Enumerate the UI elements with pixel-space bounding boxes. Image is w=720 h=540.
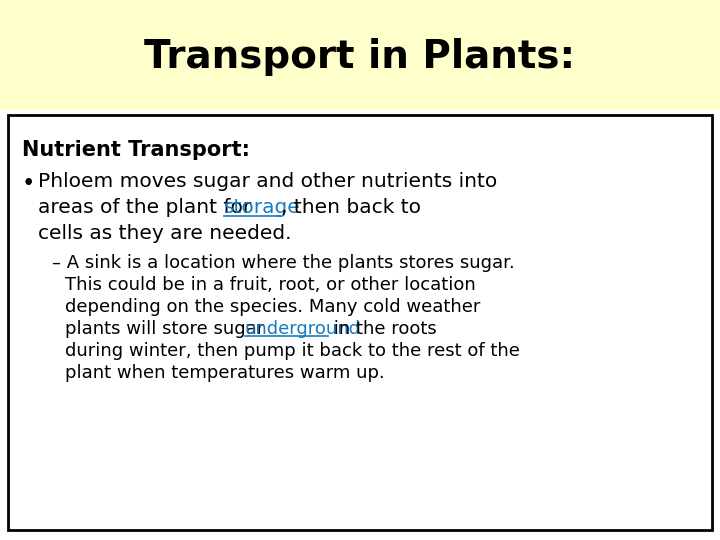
Text: depending on the species. Many cold weather: depending on the species. Many cold weat… (65, 298, 480, 316)
Text: plants will store sugar: plants will store sugar (65, 320, 270, 338)
Text: , then back to: , then back to (281, 198, 421, 217)
Text: Transport in Plants:: Transport in Plants: (145, 38, 575, 76)
Text: plant when temperatures warm up.: plant when temperatures warm up. (65, 364, 384, 382)
Text: storage: storage (225, 198, 301, 217)
Text: •: • (22, 172, 35, 195)
Text: cells as they are needed.: cells as they are needed. (38, 224, 292, 243)
Text: Nutrient Transport:: Nutrient Transport: (22, 140, 250, 160)
FancyBboxPatch shape (8, 115, 712, 530)
FancyBboxPatch shape (0, 0, 720, 110)
Text: underground: underground (245, 320, 361, 338)
Text: – A sink is a location where the plants stores sugar.: – A sink is a location where the plants … (52, 254, 515, 272)
Text: areas of the plant for: areas of the plant for (38, 198, 258, 217)
Text: Phloem moves sugar and other nutrients into: Phloem moves sugar and other nutrients i… (38, 172, 498, 191)
Text: This could be in a fruit, root, or other location: This could be in a fruit, root, or other… (65, 276, 476, 294)
Text: in the roots: in the roots (328, 320, 436, 338)
Text: during winter, then pump it back to the rest of the: during winter, then pump it back to the … (65, 342, 520, 360)
